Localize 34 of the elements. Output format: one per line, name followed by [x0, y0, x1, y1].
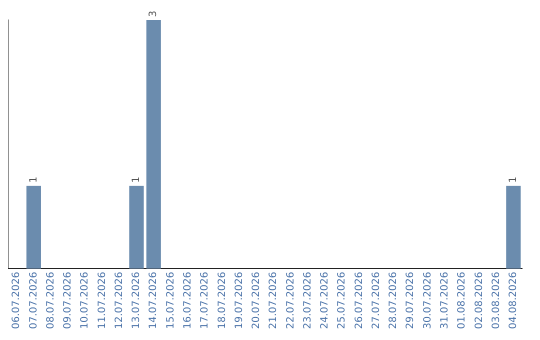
x-tick-label: 11.07.2026	[96, 272, 108, 330]
x-tick-label: 14.07.2026	[148, 272, 160, 330]
x-tick-label: 23.07.2026	[302, 272, 314, 330]
x-tick-label: 06.07.2026	[11, 272, 22, 330]
x-tick-label: 26.07.2026	[354, 272, 365, 330]
x-tick-label: 15.07.2026	[165, 272, 176, 330]
x-tick-label: 24.07.2026	[320, 272, 331, 330]
x-tick-label: 21.07.2026	[268, 272, 280, 330]
x-tick-label: 02.08.2026	[474, 272, 485, 330]
x-tick-label: 17.07.2026	[200, 272, 211, 330]
x-tick-label: 19.07.2026	[234, 272, 245, 330]
x-tick-label: 31.07.2026	[439, 272, 450, 330]
x-tick-label: 01.08.2026	[456, 272, 468, 330]
x-tick-label: 30.07.2026	[422, 272, 434, 330]
x-tick-label: 04.08.2026	[508, 272, 520, 330]
x-tick-label: 03.08.2026	[490, 272, 502, 330]
x-tick-label: 08.07.2026	[45, 272, 56, 330]
data-label: 1	[131, 176, 142, 183]
x-tick-label: 18.07.2026	[216, 272, 228, 330]
x-tick-label: 10.07.2026	[80, 272, 91, 330]
x-tick-label: 07.07.2026	[28, 272, 40, 330]
data-label: 1	[28, 176, 40, 183]
x-tick-label: 16.07.2026	[182, 272, 194, 330]
x-tick-label: 22.07.2026	[285, 272, 296, 330]
data-label: 3	[148, 10, 160, 17]
data-label: 1	[508, 176, 520, 183]
x-tick-label: 27.07.2026	[370, 272, 382, 330]
x-tick-label: 25.07.2026	[336, 272, 348, 330]
x-tick-label: 13.07.2026	[131, 272, 142, 330]
x-tick-label: 29.07.2026	[405, 272, 416, 330]
x-tick-label: 20.07.2026	[251, 272, 262, 330]
x-tick-label: 09.07.2026	[62, 272, 74, 330]
x-tick-label: 28.07.2026	[388, 272, 400, 330]
x-tick-label: 12.07.2026	[114, 272, 125, 330]
